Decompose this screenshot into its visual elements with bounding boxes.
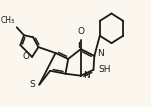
Text: SH: SH [98, 65, 111, 74]
Text: N: N [97, 50, 104, 59]
Text: N: N [84, 71, 90, 80]
Text: O: O [77, 27, 84, 36]
Text: O: O [22, 52, 29, 61]
Text: CH₃: CH₃ [1, 16, 15, 25]
Text: S: S [29, 80, 35, 89]
